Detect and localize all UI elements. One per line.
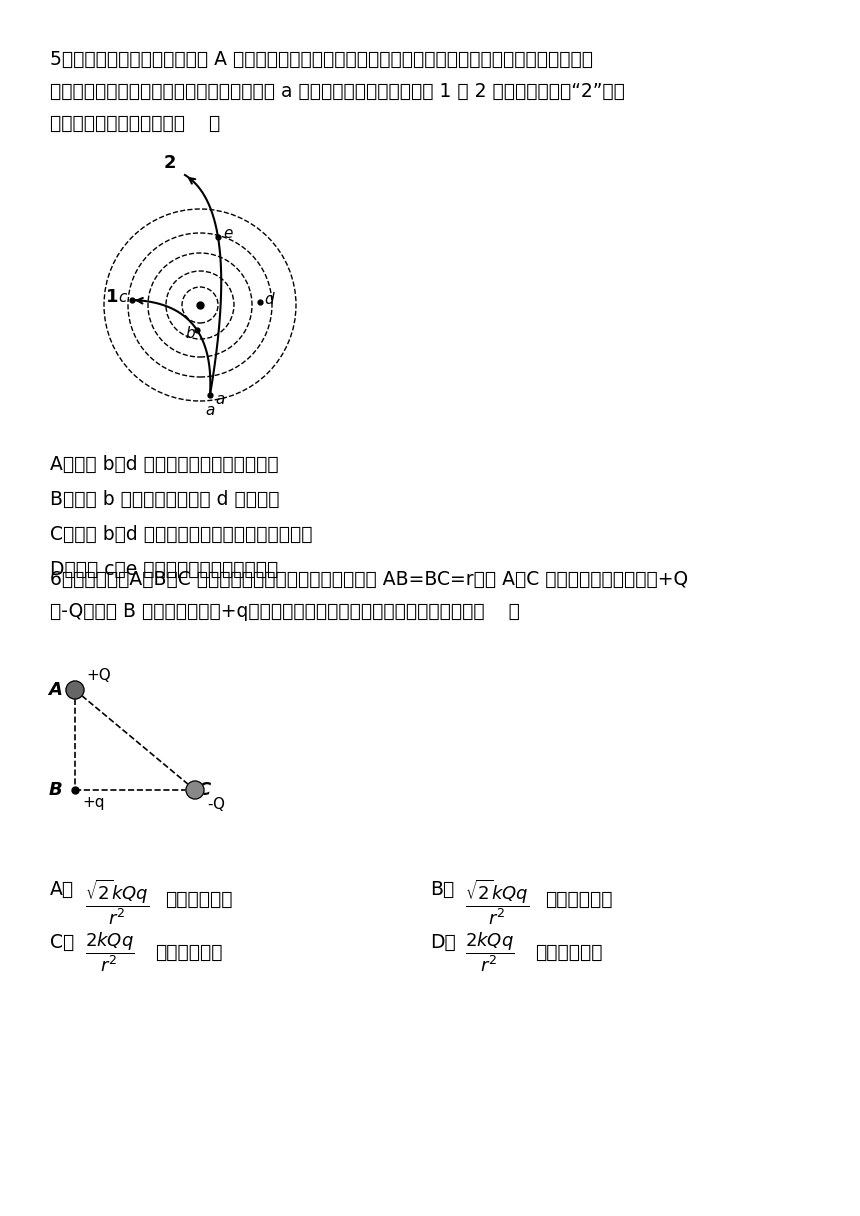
Text: A: A bbox=[48, 681, 62, 699]
Text: A．经过 b，d 两点时，两粒子的速率相同: A．经过 b，d 两点时，两粒子的速率相同 bbox=[50, 455, 279, 474]
Text: A．: A． bbox=[50, 880, 74, 899]
Text: d: d bbox=[264, 293, 273, 308]
Text: e: e bbox=[223, 226, 232, 242]
Text: C．: C． bbox=[50, 933, 74, 952]
Text: 和-Q，再在 B 点放一检验电荷+q，该检验电荷受到电场力的大小和方向分别为（    ）: 和-Q，再在 B 点放一检验电荷+q，该检验电荷受到电场力的大小和方向分别为（ … bbox=[50, 602, 520, 621]
Text: D．经过 c，e 两点时，两粒子的速率不同: D．经过 c，e 两点时，两粒子的速率不同 bbox=[50, 561, 279, 579]
Text: $\dfrac{2kQq}{r^2}$: $\dfrac{2kQq}{r^2}$ bbox=[465, 930, 514, 974]
Text: +q: +q bbox=[82, 795, 105, 810]
Text: a: a bbox=[206, 402, 215, 418]
Text: C: C bbox=[197, 781, 210, 799]
Text: D．: D． bbox=[430, 933, 456, 952]
Text: $\dfrac{\sqrt{2}kQq}{r^2}$: $\dfrac{\sqrt{2}kQq}{r^2}$ bbox=[85, 877, 150, 927]
Text: ，斜向左下方: ，斜向左下方 bbox=[165, 890, 232, 910]
Text: c: c bbox=[118, 291, 126, 305]
Text: B．: B． bbox=[430, 880, 454, 899]
Text: b: b bbox=[185, 327, 194, 342]
Text: $\dfrac{\sqrt{2}kQq}{r^2}$: $\dfrac{\sqrt{2}kQq}{r^2}$ bbox=[465, 877, 530, 927]
Text: 子（不计重力）以相同的速率从同一等势面的 a 点进入电场后沿不同的轨迹 1 和 2 运动，若沿轨迹“2”运动: 子（不计重力）以相同的速率从同一等势面的 a 点进入电场后沿不同的轨迹 1 和 … bbox=[50, 81, 625, 101]
Text: 5．如图所示，虚线为某点电荷 A 形成的电场的等势面，现有两个质量相同、电量相同、电性相反的带电粒: 5．如图所示，虚线为某点电荷 A 形成的电场的等势面，现有两个质量相同、电量相同… bbox=[50, 50, 593, 69]
Text: ，斜向右下方: ，斜向右下方 bbox=[155, 942, 223, 962]
Text: ，斜向左上方: ，斜向左上方 bbox=[535, 942, 603, 962]
Text: 的粒子带正电，则可判断（    ）: 的粒子带正电，则可判断（ ） bbox=[50, 114, 220, 133]
Text: C．经过 b，d 两点时，两粒子加速度的大小不同: C．经过 b，d 两点时，两粒子加速度的大小不同 bbox=[50, 525, 312, 544]
Text: B: B bbox=[48, 781, 62, 799]
Text: 2: 2 bbox=[163, 154, 176, 171]
Circle shape bbox=[66, 681, 84, 699]
Text: 6．如图所示，A、B、C 三点的连线构成等腰直角三角形，且 AB=BC=r。在 A、C 两点分别固定一点电荷+Q: 6．如图所示，A、B、C 三点的连线构成等腰直角三角形，且 AB=BC=r。在 … bbox=[50, 570, 688, 589]
Text: ，斜向右下方: ，斜向右下方 bbox=[545, 890, 612, 910]
Text: -Q: -Q bbox=[207, 796, 225, 812]
Text: a: a bbox=[215, 392, 224, 406]
Text: +Q: +Q bbox=[86, 668, 111, 683]
Circle shape bbox=[186, 781, 204, 799]
Text: $\dfrac{2kQq}{r^2}$: $\dfrac{2kQq}{r^2}$ bbox=[85, 930, 134, 974]
Text: 1: 1 bbox=[106, 288, 119, 306]
Text: B．经过 b 点的速度小于经过 d 点的速度: B．经过 b 点的速度小于经过 d 点的速度 bbox=[50, 490, 280, 510]
